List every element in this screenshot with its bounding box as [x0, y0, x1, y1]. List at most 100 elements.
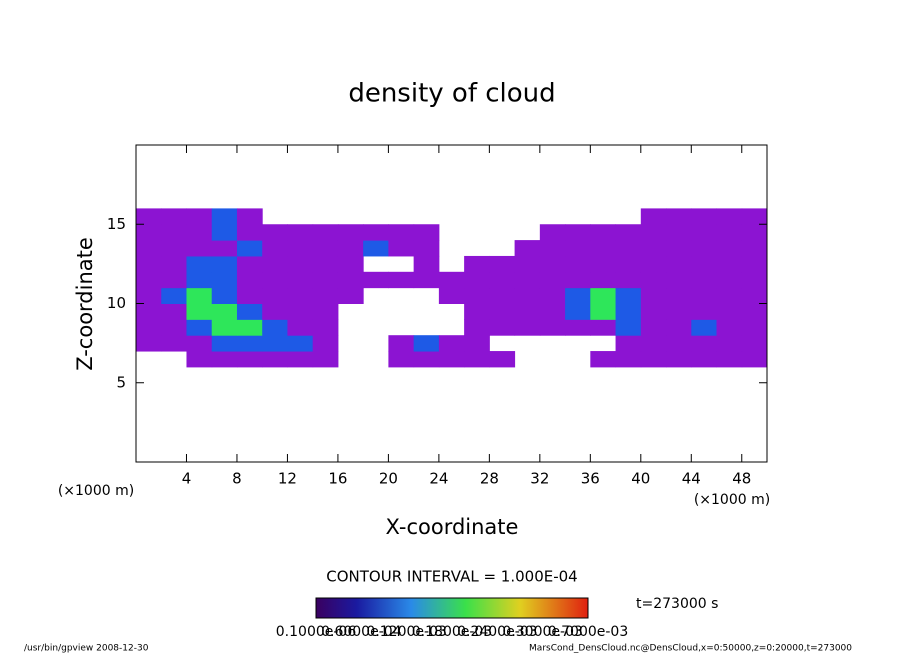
field-cell: [287, 319, 314, 336]
field-cell: [338, 319, 364, 335]
field-cell: [741, 319, 768, 336]
field-cell: [691, 351, 718, 368]
field-cell: [186, 351, 213, 368]
field-cell: [514, 303, 541, 320]
field-cell: [161, 224, 187, 241]
field-cell: [287, 335, 314, 352]
footer-left: /usr/bin/gpview 2008-12-30: [24, 644, 149, 654]
field-cell: [565, 224, 591, 241]
field-cell: [363, 288, 389, 304]
field-cell: [489, 271, 516, 289]
field-cell: [312, 255, 339, 273]
field-cell: [464, 335, 490, 352]
field-cell: [236, 255, 263, 273]
field-cell: [515, 351, 541, 367]
field-cell: [312, 303, 339, 320]
x-tick-label: 4: [182, 470, 192, 488]
field-cell: [539, 287, 566, 304]
field-cell: [716, 335, 743, 352]
field-cell: [616, 208, 642, 224]
field-cell: [262, 335, 288, 352]
field-cell: [515, 208, 541, 224]
field-cell: [691, 319, 718, 336]
field-cell: [741, 303, 768, 320]
field-cell: [211, 287, 238, 304]
field-cell: [236, 319, 263, 336]
field-cell: [640, 208, 667, 225]
field-cell: [236, 287, 263, 304]
field-cell: [464, 240, 490, 256]
field-cell: [489, 208, 515, 224]
field-cell: [287, 208, 313, 224]
field-cell: [741, 255, 768, 273]
field-cell: [262, 255, 288, 273]
field-cell: [615, 240, 642, 257]
field-cell: [691, 271, 718, 289]
field-cell: [363, 351, 389, 367]
field-cell: [338, 208, 364, 224]
field-cell: [716, 319, 743, 336]
time-label: t=273000 s: [636, 596, 718, 612]
field-cell: [287, 255, 314, 273]
field-cell: [287, 224, 314, 241]
field-cell: [590, 303, 617, 320]
x-unit-right: (×1000 m): [694, 492, 770, 508]
field-cell: [666, 335, 692, 352]
field-cell: [136, 255, 162, 273]
field-cell: [514, 319, 541, 336]
field-cell: [136, 303, 162, 320]
field-cell: [615, 351, 642, 368]
field-cell: [640, 255, 667, 273]
footer-right: MarsCond_DensCloud.nc@DensCloud,x=0:5000…: [529, 644, 852, 654]
field-cell: [464, 319, 490, 336]
field-cell: [186, 240, 213, 257]
field-cell: [161, 255, 187, 273]
field-cell: [565, 240, 591, 257]
field-cell: [262, 303, 288, 320]
field-cell: [590, 224, 617, 241]
contour-interval: CONTOUR INTERVAL = 1.000E-04: [326, 568, 577, 586]
field-cell: [211, 271, 238, 289]
field-cell: [565, 319, 591, 336]
field-cell: [464, 271, 490, 289]
field-cell: [539, 303, 566, 320]
field-cell: [186, 319, 213, 336]
field-cell: [262, 287, 288, 304]
field-cell: [287, 240, 314, 257]
field-cell: [666, 271, 692, 289]
field-cell: [464, 208, 490, 224]
field-cell: [236, 271, 263, 289]
field-cell: [414, 319, 440, 335]
field-cell: [615, 271, 642, 289]
field-cell: [161, 208, 187, 225]
field-cell: [262, 351, 288, 368]
x-tick-label: 12: [278, 470, 297, 488]
field-cell: [640, 240, 667, 257]
field-cell: [388, 288, 414, 304]
field-cell: [388, 224, 415, 241]
field-cell: [363, 271, 389, 289]
field-cell: [211, 255, 238, 273]
field-cell: [565, 287, 591, 304]
field-cell: [313, 208, 339, 224]
field-cell: [439, 224, 465, 240]
field-cell: [540, 335, 566, 351]
field-cell: [186, 271, 213, 289]
field-cell: [186, 335, 213, 352]
field-cell: [413, 240, 440, 257]
field-cell: [640, 303, 667, 320]
field-cell: [338, 335, 364, 351]
x-tick-label: 48: [732, 470, 751, 488]
field-cell: [590, 255, 617, 273]
field-cell: [590, 319, 617, 336]
field-cell: [211, 351, 238, 368]
field-cell: [312, 351, 339, 368]
field-cell: [539, 224, 566, 241]
field-cell: [236, 335, 263, 352]
field-cell: [691, 303, 718, 320]
field-cell: [691, 208, 718, 225]
field-cell: [439, 256, 465, 272]
field-cell: [262, 224, 288, 241]
field-cell: [615, 255, 642, 273]
colorbar: [315, 597, 589, 619]
